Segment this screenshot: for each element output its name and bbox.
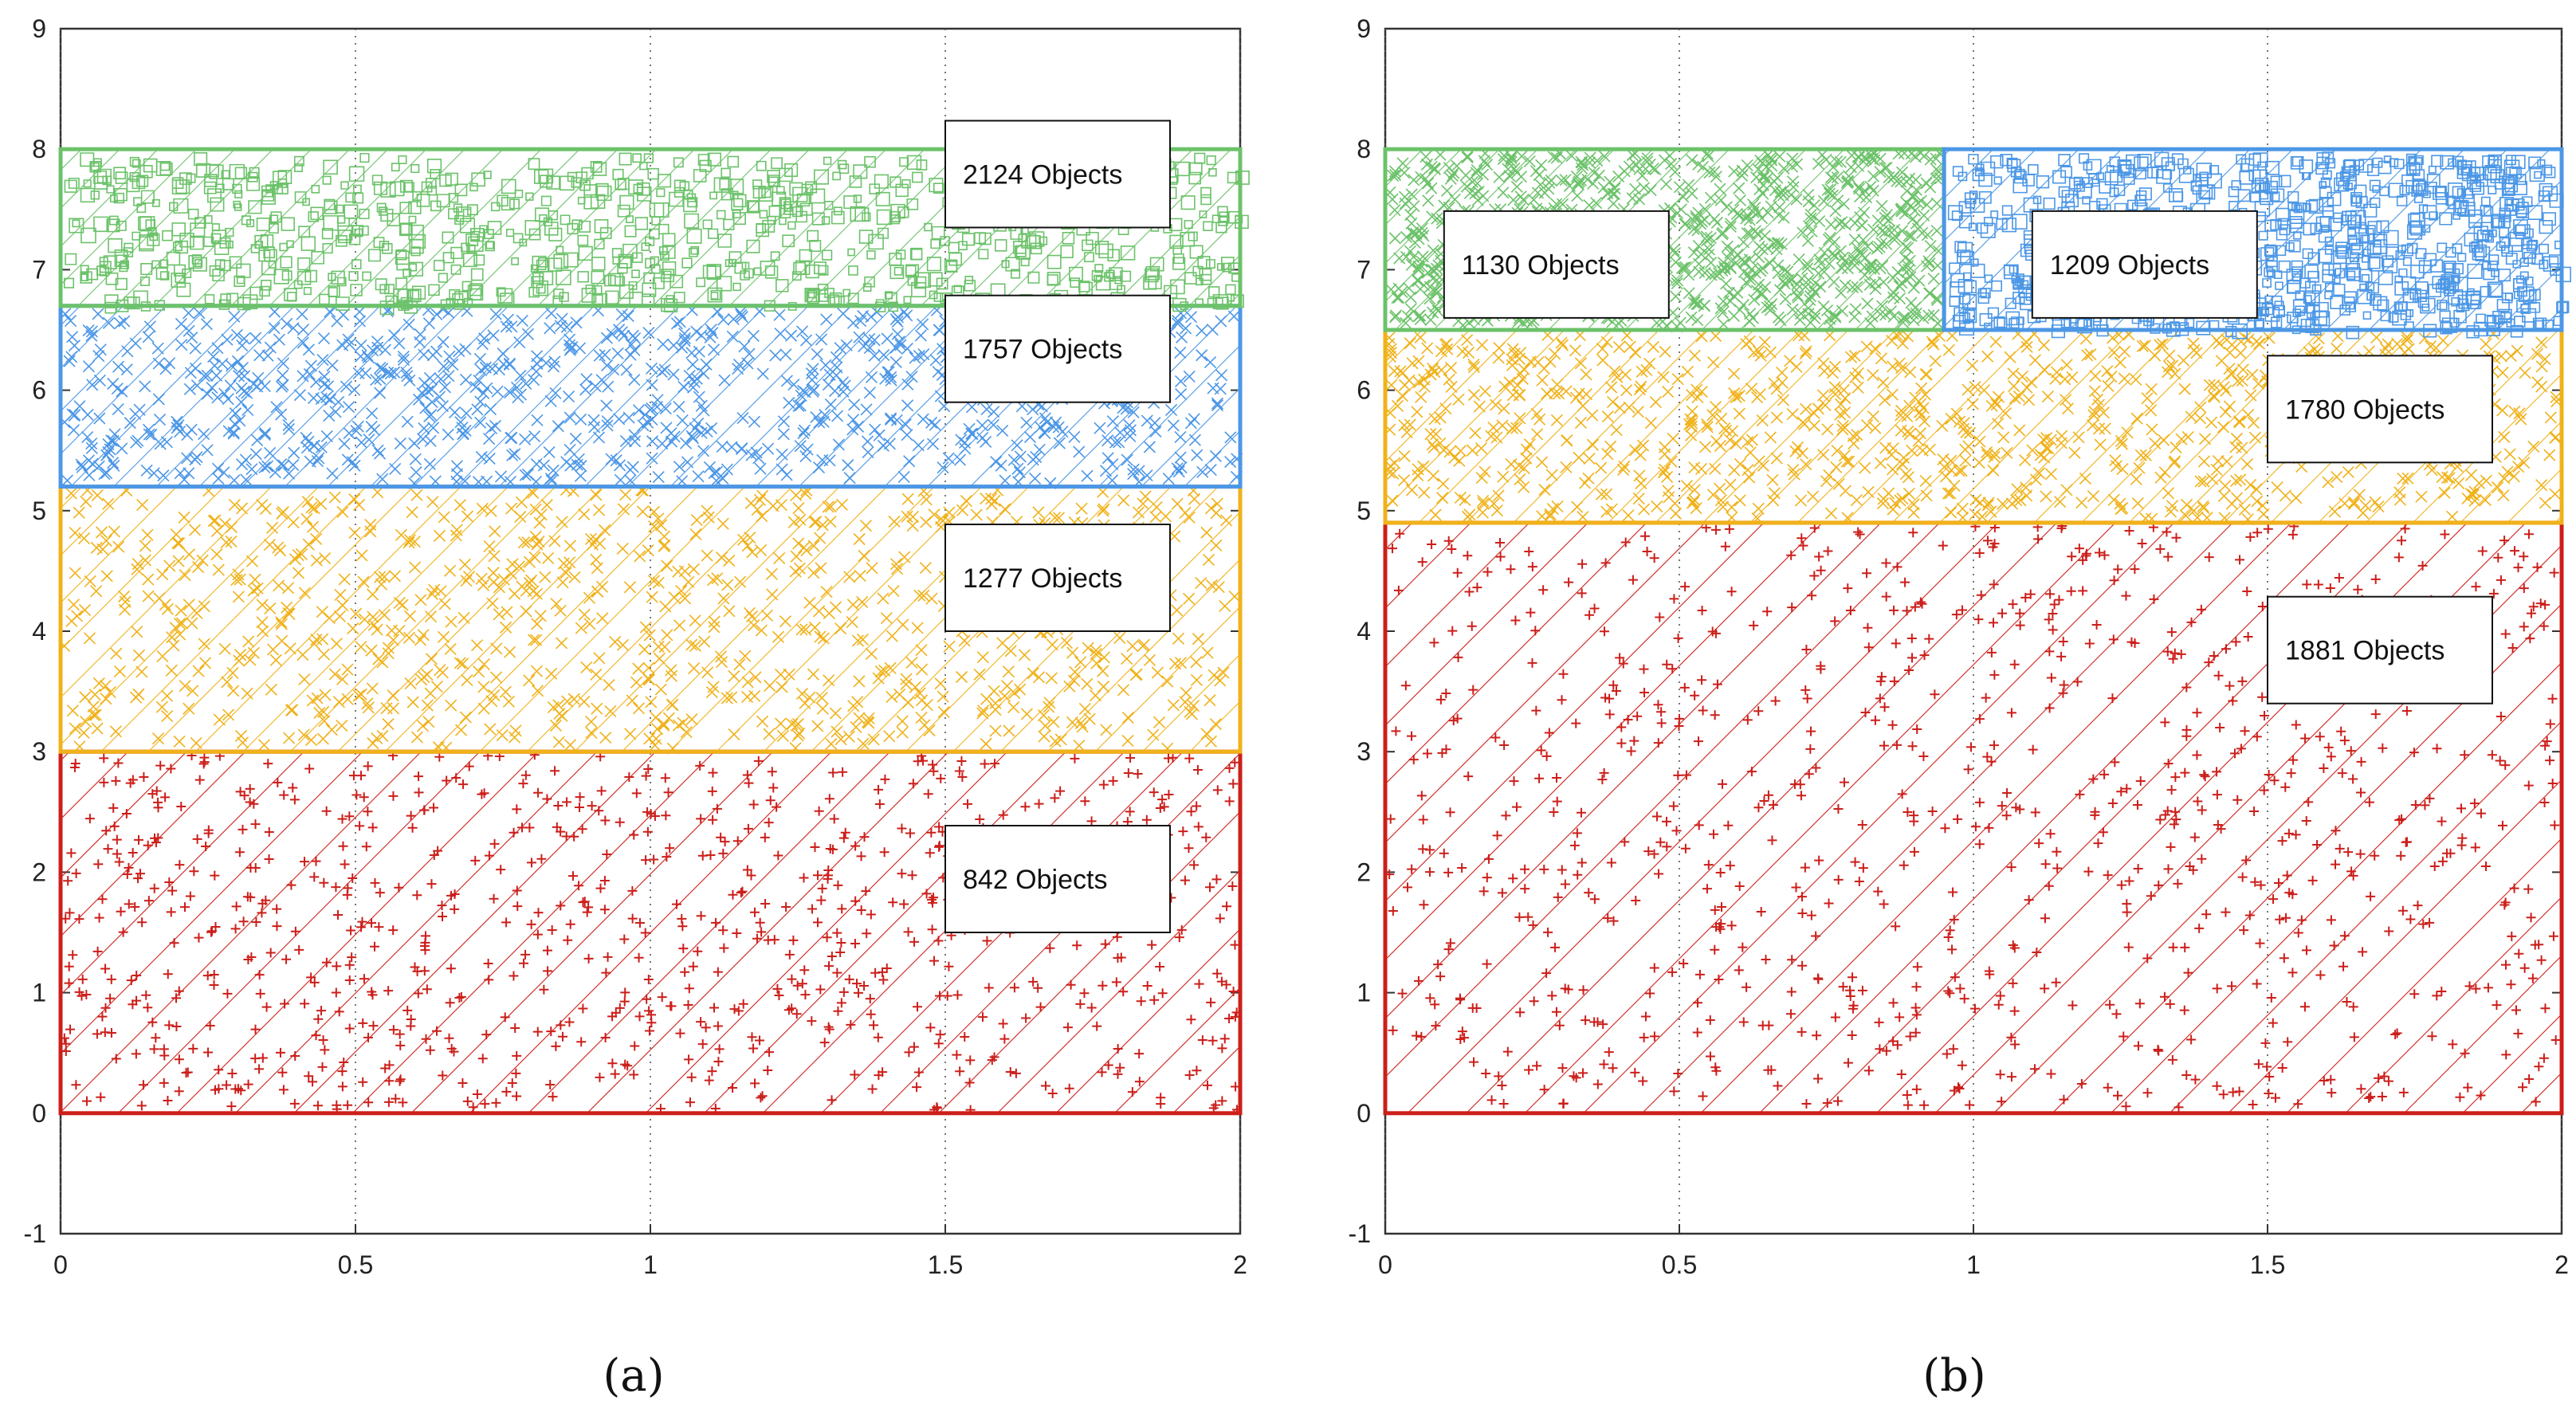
- x-tick-label: 1: [1966, 1250, 1981, 1279]
- count-label-text: 1757 Objects: [963, 335, 1122, 365]
- x-tick-label: 0.5: [1662, 1250, 1697, 1279]
- count-label-green: 2124 Objects: [944, 120, 1171, 229]
- y-tick-label: 1: [32, 979, 46, 1007]
- y-tick-label: 2: [1357, 858, 1371, 886]
- region-outline: [1942, 147, 2564, 332]
- x-tick-label: 2: [1233, 1250, 1247, 1279]
- y-tick-label: 9: [32, 14, 46, 43]
- count-label-box: [2267, 595, 2493, 705]
- x-tick-label: 1.5: [928, 1250, 963, 1279]
- region-markers: [1384, 520, 2561, 1113]
- count-label-box: [944, 524, 1171, 632]
- count-label-orange: 1277 Objects: [944, 524, 1171, 632]
- region-markers: [59, 750, 1242, 1115]
- count-label-box: [944, 825, 1171, 933]
- count-label-box: [2267, 355, 2493, 464]
- y-tick-label: 3: [32, 737, 46, 766]
- count-label-text: 1130 Objects: [1462, 250, 1620, 281]
- y-tick-label: 0: [32, 1099, 46, 1128]
- region-red: [1383, 520, 2564, 1116]
- count-label-text: 1881 Objects: [2285, 636, 2444, 666]
- panel-caption-b: (b): [1922, 1350, 1986, 1402]
- count-label-green: 1130 Objects: [1443, 210, 1670, 319]
- y-tick-label: -1: [1349, 1219, 1371, 1248]
- y-tick-label: 3: [1357, 737, 1371, 766]
- count-label-text: 1209 Objects: [2050, 250, 2209, 281]
- count-label-box: [944, 294, 1171, 403]
- y-tick-label: 2: [32, 858, 46, 886]
- y-tick-label: 1: [1357, 979, 1371, 1007]
- count-label-orange: 1780 Objects: [2267, 355, 2493, 464]
- region-outline: [58, 147, 1243, 308]
- y-tick-label: 6: [32, 376, 46, 405]
- y-tick-label: 5: [1357, 497, 1371, 525]
- count-label-box: [2031, 210, 2258, 319]
- x-tick-label: 2: [2554, 1250, 2569, 1279]
- count-label-text: 1780 Objects: [2285, 394, 2444, 425]
- x-tick-label: 0: [53, 1250, 68, 1279]
- y-tick-label: -1: [24, 1219, 46, 1248]
- y-tick-label: 8: [32, 135, 46, 163]
- count-label-red: 1881 Objects: [2267, 595, 2493, 705]
- y-tick-label: 6: [1357, 376, 1371, 405]
- count-label-text: 2124 Objects: [963, 159, 1122, 190]
- y-tick-label: 7: [32, 255, 46, 284]
- count-label-box: [944, 120, 1171, 229]
- count-label-red: 842 Objects: [944, 825, 1171, 933]
- region-markers: [58, 483, 1241, 755]
- x-tick-label: 0: [1378, 1250, 1392, 1279]
- count-label-blue: 1209 Objects: [2031, 210, 2258, 319]
- y-tick-label: 7: [1357, 255, 1371, 284]
- x-tick-label: 0.5: [338, 1250, 373, 1279]
- panel-caption-a: (a): [603, 1350, 664, 1402]
- count-label-text: 842 Objects: [963, 865, 1107, 895]
- count-label-text: 1277 Objects: [963, 563, 1122, 594]
- y-tick-label: 8: [1357, 135, 1371, 163]
- y-tick-label: 5: [32, 497, 46, 525]
- x-tick-label: 1: [643, 1250, 658, 1279]
- x-tick-label: 1.5: [2250, 1250, 2285, 1279]
- y-tick-label: 4: [1357, 617, 1371, 646]
- y-tick-label: 9: [1357, 14, 1371, 43]
- y-tick-label: 4: [32, 617, 46, 646]
- count-label-box: [1443, 210, 1670, 319]
- y-tick-label: 0: [1357, 1099, 1371, 1128]
- count-label-blue: 1757 Objects: [944, 294, 1171, 403]
